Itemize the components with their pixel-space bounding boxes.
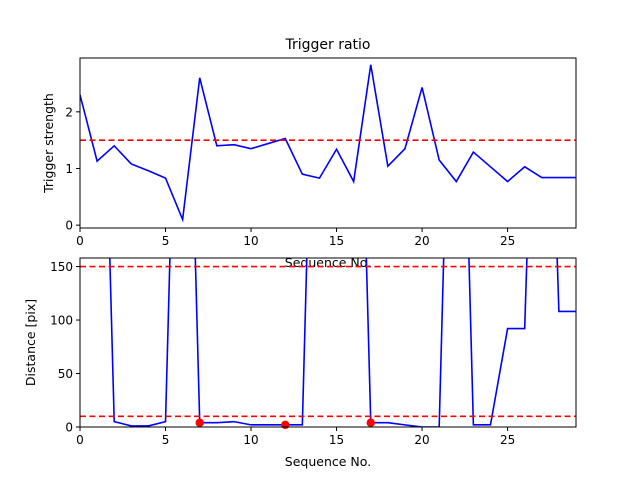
chart2-y-tick-label: 0 <box>65 421 73 435</box>
chart2-y-axis-label: Distance [pix] <box>23 299 38 386</box>
chart2-y-tick-label: 150 <box>50 260 73 274</box>
chart1-y-tick-label: 2 <box>65 105 73 119</box>
chart1-x-tick-label: 25 <box>500 234 515 248</box>
chart2-x-tick-label: 0 <box>76 433 84 447</box>
chart1-x-tick-label: 20 <box>414 234 429 248</box>
chart2-plot-frame <box>79 257 577 428</box>
chart2-x-tick-label: 5 <box>162 433 170 447</box>
chart1-y-axis-label: Trigger strength <box>41 93 56 194</box>
chart1-x-tick-label: 0 <box>76 234 84 248</box>
chart1-y-tick-label: 0 <box>65 219 73 233</box>
chart2-x-tick-label: 20 <box>414 433 429 447</box>
chart1-x-axis-label: Sequence No. <box>285 255 371 270</box>
chart2-marker-point <box>281 420 290 430</box>
chart2-marker-point <box>366 418 375 427</box>
chart1-title: Trigger ratio <box>284 37 370 53</box>
chart2-x-axis-label: Sequence No. <box>285 454 371 469</box>
chart2-x-tick-label: 25 <box>500 433 515 447</box>
chart1-plot-frame <box>79 57 577 229</box>
chart2-series-line-1 <box>109 258 576 427</box>
chart1-x-tick-label: 15 <box>329 234 344 248</box>
chart2-y-tick-label: 50 <box>58 367 73 381</box>
chart1-x-tick-label: 5 <box>162 234 170 248</box>
chart1-x-tick-label: 10 <box>243 234 258 248</box>
chart2-y-tick-label: 100 <box>50 314 73 328</box>
chart1-series-line-1 <box>80 64 576 223</box>
chart1-y-tick-label: 1 <box>65 162 73 176</box>
chart2-x-tick-label: 15 <box>329 433 344 447</box>
chart2-marker-point <box>195 418 204 427</box>
chart2-x-tick-label: 10 <box>243 433 258 447</box>
